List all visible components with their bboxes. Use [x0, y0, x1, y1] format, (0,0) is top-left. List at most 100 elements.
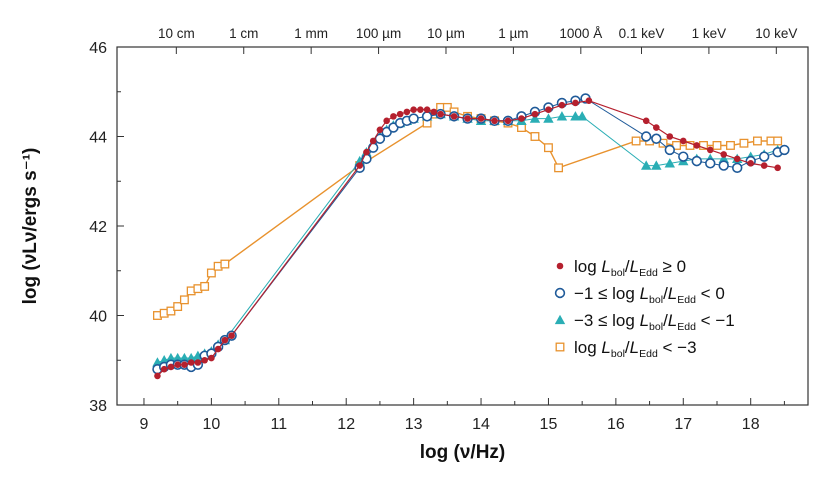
data-point [556, 111, 568, 121]
axis-ticks [117, 46, 785, 406]
data-point [529, 113, 541, 123]
x-tick-labels: 9 10 11 12 13 14 15 16 17 18 [140, 416, 760, 433]
data-point [570, 111, 581, 121]
legend: log Lbol/LEdd ≥ 0 −1 ≤ log Lbol/LEdd < 0 −… [554, 257, 735, 360]
data-point [631, 136, 641, 146]
data-point [752, 136, 762, 146]
legend-marker [554, 287, 566, 299]
data-point [354, 155, 365, 166]
data-point [165, 352, 177, 363]
x-tick-label: 16 [607, 416, 625, 433]
data-point [154, 372, 161, 380]
legend-label: −3 ≤ log Lbol/LEdd < −1 [574, 311, 735, 333]
data-point [423, 106, 431, 113]
data-point [167, 363, 175, 371]
x-tick-label: 18 [742, 416, 760, 433]
data-point [672, 140, 681, 150]
data-point [504, 117, 512, 125]
data-point [363, 148, 370, 156]
x-tick-label: 14 [472, 416, 490, 433]
data-point [383, 117, 390, 125]
data-point [421, 111, 433, 122]
data-point [408, 113, 419, 124]
data-point [166, 306, 176, 316]
data-point [712, 140, 722, 150]
data-point [410, 106, 417, 113]
top-axis-label: 10 cm [158, 26, 195, 41]
top-axis-label: 1000 Å [559, 26, 602, 41]
legend-item: −1 ≤ log Lbol/LEdd < 0 [554, 284, 725, 306]
data-point [747, 160, 754, 167]
legend-label: −1 ≤ log Lbol/LEdd < 0 [574, 284, 725, 306]
data-point [369, 137, 377, 145]
data-point [760, 162, 768, 169]
data-point [200, 281, 210, 291]
data-point [390, 113, 397, 120]
data-point [679, 137, 687, 145]
data-point [228, 332, 235, 339]
data-point [739, 138, 749, 148]
data-point [173, 302, 183, 311]
top-axis-label: 1 µm [498, 26, 528, 41]
data-point [491, 117, 498, 125]
data-point [208, 354, 215, 362]
legend-item: log Lbol/LEdd ≥ 0 [556, 257, 686, 279]
y-tick-label: 46 [89, 40, 107, 57]
legend-marker [555, 342, 565, 352]
y-axis-title: log (νLν/ergs s⁻¹) [20, 148, 41, 305]
data-point [172, 352, 183, 363]
data-point [666, 133, 674, 140]
x-tick-label: 9 [140, 416, 149, 433]
data-point [221, 336, 229, 344]
data-point [732, 162, 743, 174]
data-point [758, 151, 770, 162]
data-point [718, 153, 729, 164]
data-point [376, 126, 384, 134]
data-point [651, 133, 662, 144]
data-point [554, 163, 564, 173]
data-point [220, 259, 230, 269]
data-point [705, 158, 716, 169]
x-tick-label: 13 [405, 416, 423, 433]
data-point [442, 102, 452, 112]
data-point [693, 142, 701, 149]
data-point [464, 115, 471, 122]
data-point [718, 160, 729, 171]
data-point [450, 113, 458, 120]
x-tick-label: 15 [540, 416, 558, 433]
plot-area [116, 46, 809, 406]
data-point [206, 268, 216, 278]
data-point [437, 110, 444, 118]
data-point [356, 162, 363, 169]
y-tick-label: 44 [89, 130, 107, 147]
data-point [641, 131, 652, 142]
legend-item: −3 ≤ log Lbol/LEdd < −1 [554, 311, 735, 333]
data-point [179, 352, 190, 363]
data-point [160, 365, 168, 373]
top-axis-label: 0.1 keV [619, 26, 665, 41]
legend-marker [554, 314, 566, 325]
y-tick-label: 42 [89, 219, 107, 236]
data-point [572, 99, 579, 107]
x-axis-title: log (ν/Hz) [420, 442, 506, 463]
data-point [187, 359, 195, 366]
legend-marker [556, 262, 564, 270]
top-axis-label: 1 mm [294, 26, 328, 41]
data-point [653, 124, 660, 131]
data-point [720, 151, 728, 158]
data-point [576, 111, 588, 121]
data-point [651, 160, 662, 170]
data-point [214, 345, 222, 353]
legend-label: log Lbol/LEdd < −3 [574, 338, 697, 360]
x-tick-label: 17 [674, 416, 692, 433]
data-point [174, 361, 181, 369]
data-point [733, 155, 741, 163]
data-point [706, 146, 714, 154]
series-0 [154, 97, 781, 380]
data-point [201, 356, 208, 364]
data-point [543, 113, 554, 123]
data-point [691, 155, 702, 167]
legend-item: log Lbol/LEdd < −3 [555, 338, 697, 360]
data-point [544, 143, 553, 153]
